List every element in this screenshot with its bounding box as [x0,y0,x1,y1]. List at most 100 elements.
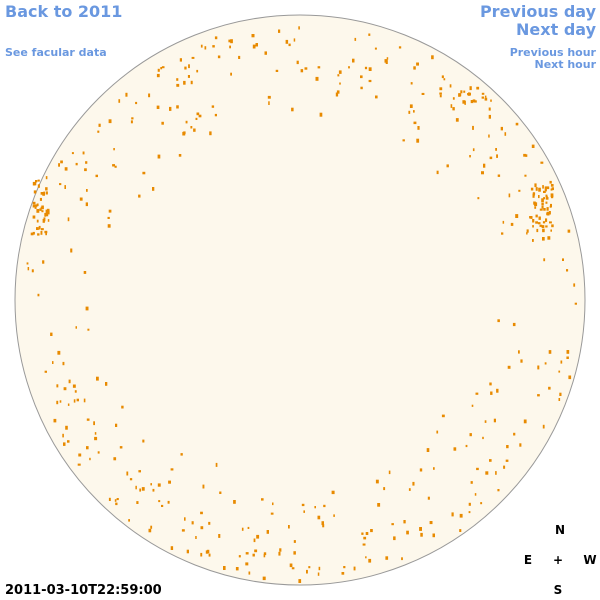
next-day-link[interactable]: Next day [516,20,597,39]
facula-spot [191,521,194,525]
facula-spot [543,190,546,193]
facula-spot [268,101,270,105]
next-hour-link[interactable]: Next hour [535,58,597,71]
facula-spot [436,170,439,175]
facula-spot [115,502,118,506]
facula-spot [383,487,386,491]
facula-spot [304,67,308,70]
facula-spot [546,212,549,216]
facula-spot [218,534,221,538]
back-link[interactable]: Back to 2011 [5,2,122,21]
facula-spot [465,444,468,448]
facula-spot [497,489,500,492]
facular-link[interactable]: See facular data [5,46,107,59]
facula-spot [337,74,340,77]
previous-day-link[interactable]: Previous day [480,2,597,21]
facula-spot [562,258,564,261]
facula-spot [502,220,505,224]
facula-spot [247,526,250,529]
facula-spot [538,216,541,220]
facula-spot [510,222,514,226]
facula-spot [157,154,161,159]
facula-spot [481,92,485,95]
facula-spot [352,58,355,63]
facula-spot [566,350,570,354]
facula-spot [542,237,545,241]
facula-spot [293,540,296,543]
facula-spot [532,239,534,242]
facula-spot [266,530,269,534]
facula-spot [446,164,449,168]
facula-spot [545,225,548,228]
facula-spot [386,57,389,60]
previous-hour-link[interactable]: Previous hour [510,46,597,59]
facula-spot [245,552,249,555]
facula-spot [348,66,350,69]
facula-spot [441,414,445,418]
facula-spot [230,39,233,44]
facula-spot [524,174,527,177]
facula-spot [441,75,444,79]
facula-spot [385,60,388,64]
facula-spot [131,117,134,120]
facula-spot [476,86,480,90]
facula-spot [515,214,519,218]
facula-spot [95,174,98,178]
facula-spot [362,543,366,546]
facula-spot [296,60,299,65]
facula-spot [558,398,561,401]
facula-spot [484,97,488,101]
facula-spot [36,209,40,213]
facula-spot [94,432,97,435]
facula-spot [413,66,416,70]
facula-spot [59,400,62,403]
facula-spot [546,186,550,190]
facula-spot [398,46,402,49]
facula-spot [503,465,506,469]
facula-spot [377,503,381,507]
facula-spot [130,120,133,124]
facula-spot [539,208,543,211]
facula-spot [105,382,108,386]
facula-spot [482,436,484,440]
facula-spot [317,515,321,520]
facula-spot [525,154,528,157]
facula-spot [470,100,474,104]
compass-west: W [583,553,596,567]
facula-spot [37,233,40,236]
facula-spot [176,105,179,109]
facula-spot [353,566,356,571]
facula-spot [402,139,405,142]
facula-spot [363,536,367,540]
facula-spot [370,529,373,533]
facula-spot [401,557,403,561]
facula-spot [393,536,396,541]
facula-spot [485,471,489,475]
facula-spot [508,193,511,198]
facula-spot [214,36,218,40]
facula-spot [270,512,274,515]
facula-spot [97,451,100,454]
facula-spot [551,195,554,199]
facula-spot [183,80,186,85]
facula-spot [150,483,152,486]
facula-spot [291,567,295,570]
facula-spot [86,418,90,421]
facula-spot [167,500,170,504]
facula-spot [142,171,146,175]
facula-spot [306,569,308,574]
facula-spot [252,44,256,49]
facula-spot [59,183,62,186]
facula-spot [118,99,121,103]
facula-spot [463,90,466,93]
facula-spot [540,161,544,164]
facula-spot [535,187,538,191]
facula-spot [468,502,471,506]
facula-spot [77,463,81,466]
facula-spot [523,419,527,424]
facula-spot [278,551,281,556]
facula-spot [195,117,198,120]
facula-spot [156,73,160,78]
facula-spot [459,529,462,532]
